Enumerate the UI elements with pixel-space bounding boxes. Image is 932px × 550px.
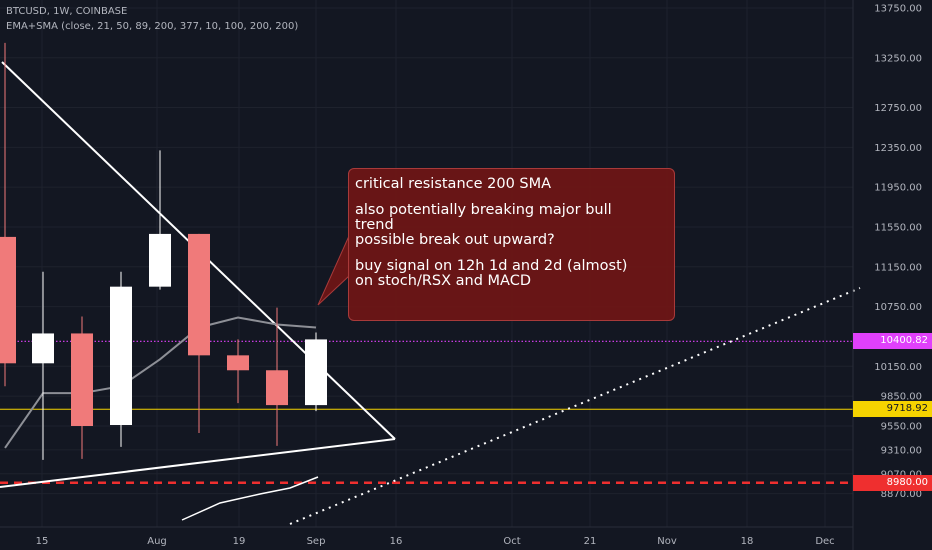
candle[interactable] <box>305 332 327 412</box>
price-tick-label: 10150.00 <box>874 362 922 373</box>
price-tick-label: 10750.00 <box>874 302 922 313</box>
callout-line: trend <box>355 217 394 233</box>
time-tick-label: Dec <box>815 536 834 547</box>
candle-body <box>110 286 132 426</box>
candle[interactable] <box>71 316 93 459</box>
price-tick-label: 12750.00 <box>874 103 922 114</box>
candle[interactable] <box>149 150 171 290</box>
candle-body <box>71 333 93 426</box>
sma-line <box>4 316 317 449</box>
chart-header: BTCUSD, 1W, COINBASE EMA+SMA (close, 21,… <box>6 4 298 34</box>
candle-body <box>266 370 288 406</box>
candle-body <box>227 355 249 371</box>
candle[interactable] <box>188 233 210 433</box>
time-axis[interactable]: 15 Aug 19 Sep 16 Oct 21 Nov 18 Dec <box>0 526 853 547</box>
candle-body <box>188 233 210 356</box>
annotation-callout[interactable]: critical resistance 200 SMA also potentia… <box>348 168 675 321</box>
price-tick-label: 12350.00 <box>874 143 922 154</box>
price-tick-label: 13750.00 <box>874 4 922 15</box>
time-tick-label: 16 <box>390 536 403 547</box>
candle[interactable] <box>266 307 288 446</box>
candle-body <box>305 339 327 406</box>
candle-body <box>32 333 54 364</box>
time-tick-label: Oct <box>503 536 520 547</box>
ascending-trendline <box>0 438 396 488</box>
candle[interactable] <box>32 271 54 460</box>
time-tick-label: Aug <box>147 536 167 547</box>
price-label-badge: 10400.82 <box>853 333 932 350</box>
candles <box>0 42 327 460</box>
time-tick-label: 19 <box>233 536 246 547</box>
callout-pointer <box>317 235 350 306</box>
price-tick-label: 9310.00 <box>881 445 922 456</box>
candle-body <box>149 233 171 287</box>
indicator-legend[interactable]: EMA+SMA (close, 21, 50, 89, 200, 377, 10… <box>6 21 299 32</box>
price-label-badge: 8980.00 <box>853 474 932 491</box>
symbol-title[interactable]: BTCUSD, 1W, COINBASE <box>6 6 128 17</box>
projected-trendline <box>289 287 861 525</box>
price-tick-label: 11550.00 <box>874 222 922 233</box>
time-tick-label: 21 <box>584 536 597 547</box>
time-tick-label: Sep <box>307 536 326 547</box>
time-tick-label: 18 <box>741 536 754 547</box>
price-axis[interactable]: 13750.00 13250.00 12750.00 12350.00 11950.00… <box>874 4 922 501</box>
sma-200-line <box>4 316 317 449</box>
lower-indicator-line <box>181 476 319 521</box>
price-tick-label: 8870.00 <box>881 489 922 500</box>
price-label-badge: 9718.92 <box>853 401 932 418</box>
candle[interactable] <box>227 339 249 404</box>
price-tick-label: 11150.00 <box>874 262 922 273</box>
time-tick-label: Nov <box>657 536 677 547</box>
callout-line: also potentially breaking major bull <box>355 202 612 218</box>
candle[interactable] <box>110 271 132 447</box>
callout-line: buy signal on 12h 1d and 2d (almost) <box>355 258 628 274</box>
price-tick-label: 9850.00 <box>881 392 922 403</box>
candle[interactable] <box>0 42 16 387</box>
price-tick-label: 9550.00 <box>881 422 922 433</box>
callout-line: critical resistance 200 SMA <box>355 176 552 192</box>
price-tick-label: 11950.00 <box>874 183 922 194</box>
horizontal-levels <box>0 340 853 484</box>
callout-line: possible break out upward? <box>355 232 555 248</box>
grid <box>0 0 853 527</box>
price-tick-label: 13250.00 <box>874 53 922 64</box>
candle-body <box>0 236 16 364</box>
time-tick-label: 15 <box>36 536 49 547</box>
callout-line: on stoch/RSX and MACD <box>355 273 532 289</box>
